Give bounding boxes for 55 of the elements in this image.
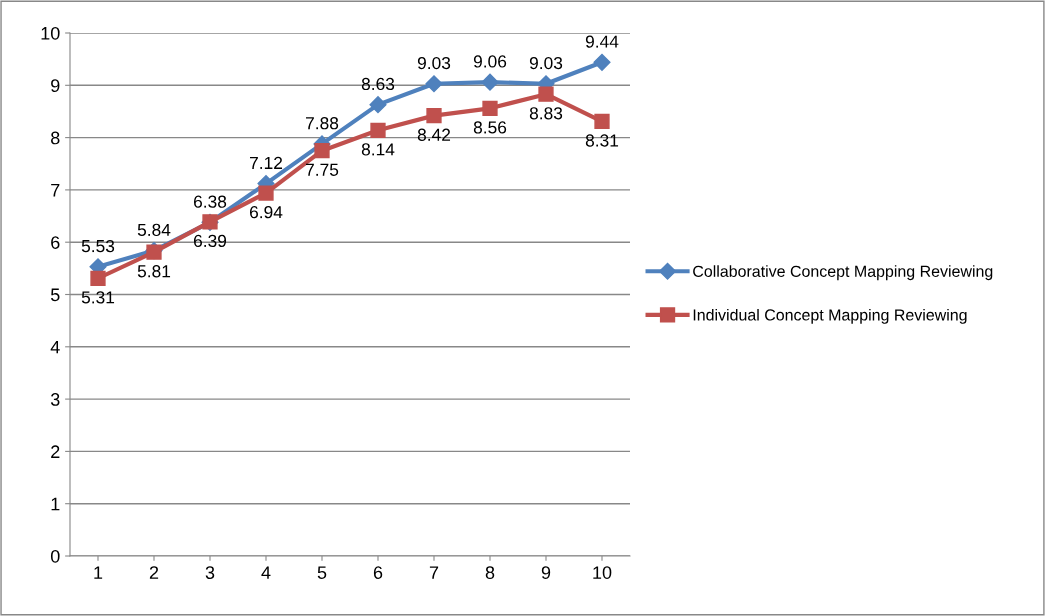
y-tick-label: 9 — [51, 79, 60, 93]
x-tick-label: 10 — [593, 566, 612, 579]
y-tick-label: 3 — [50, 393, 60, 406]
x-tick-label: 9 — [541, 566, 551, 579]
data-label: 7.75 — [306, 163, 339, 176]
data-label: 8.42 — [417, 128, 451, 141]
y-tick-label: 6 — [51, 236, 60, 249]
point — [482, 100, 498, 116]
x-tick-label: 3 — [205, 566, 215, 579]
x-tick-label: 5 — [317, 566, 327, 579]
x-tick-label: 6 — [373, 566, 383, 579]
y-tick-label: 5 — [50, 288, 60, 302]
data-label: 8.83 — [529, 107, 563, 120]
legend-label: Individual Concept Mapping Reviewing — [693, 308, 967, 324]
data-label: 5.81 — [137, 265, 171, 278]
data-label: 7.88 — [306, 117, 339, 130]
point — [538, 86, 554, 102]
point — [90, 270, 106, 286]
x-tick-label: 4 — [261, 566, 271, 579]
data-label: 8.31 — [585, 134, 619, 147]
data-label: 8.14 — [361, 143, 395, 156]
data-label: 9.03 — [417, 56, 451, 70]
point — [593, 53, 611, 71]
data-label: 6.38 — [193, 195, 227, 208]
y-tick-label: 2 — [51, 445, 60, 458]
y-tick-label: 8 — [51, 131, 60, 145]
data-label: 5.84 — [137, 223, 171, 237]
point — [481, 73, 499, 91]
data-label: 9.03 — [529, 56, 563, 70]
data-label: 7.12 — [250, 156, 283, 169]
data-label: 5.53 — [81, 239, 115, 253]
data-label: 8.63 — [361, 77, 395, 91]
y-tick-label: 10 — [41, 26, 60, 40]
point — [594, 113, 610, 130]
point — [370, 122, 386, 138]
y-tick-label: 0 — [50, 549, 60, 563]
point — [369, 96, 387, 114]
y-tick-label: 4 — [50, 340, 60, 354]
x-tick-label: 7 — [429, 566, 439, 579]
y-tick-label: 1 — [51, 497, 60, 511]
x-tick-label: 8 — [485, 566, 495, 579]
x-tick-label: 1 — [94, 566, 103, 579]
data-label: 9.06 — [473, 55, 507, 68]
point — [425, 75, 443, 93]
data-label: 5.31 — [81, 291, 115, 304]
data-label: 8.56 — [473, 121, 507, 134]
point — [314, 143, 330, 159]
data-label: 9.44 — [585, 35, 619, 48]
y-tick-label: 7 — [51, 184, 60, 197]
legend-label: Collaborative Concept Mapping Reviewing — [693, 265, 993, 281]
point — [258, 185, 274, 201]
point — [426, 107, 442, 124]
data-label: 6.39 — [193, 234, 227, 248]
data-label: 6.94 — [249, 206, 283, 219]
x-tick-label: 2 — [149, 566, 159, 579]
